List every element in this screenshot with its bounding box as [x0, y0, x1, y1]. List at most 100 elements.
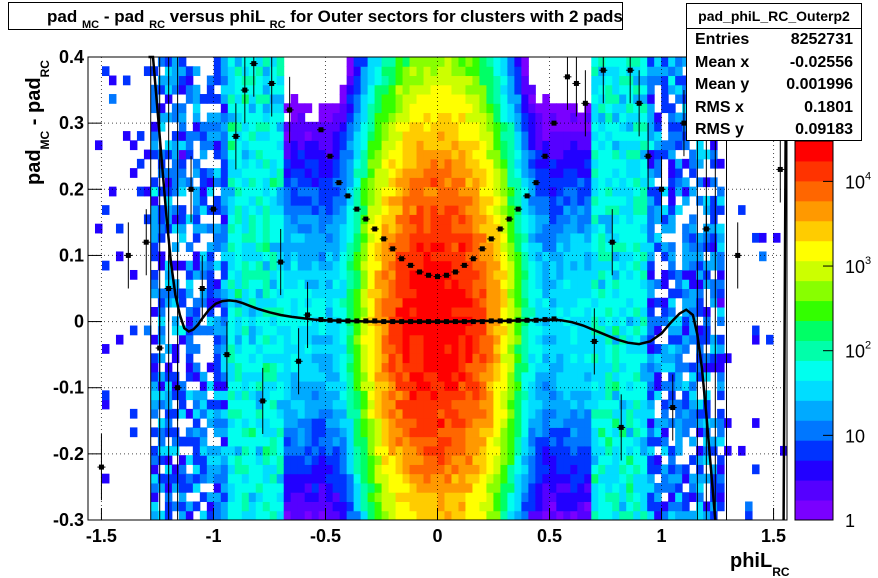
heatmap-cell: [367, 510, 376, 521]
heatmap-cell: [654, 66, 662, 77]
heatmap-cell: [409, 131, 418, 141]
heatmap-cell: [570, 297, 578, 308]
heatmap-cell: [290, 112, 299, 123]
heatmap-cell: [682, 510, 690, 521]
heatmap-cell: [493, 279, 501, 289]
heatmap-cell: [325, 344, 334, 354]
heatmap-cell: [248, 381, 257, 391]
heatmap-cell: [395, 334, 404, 345]
heatmap-cell: [297, 353, 306, 364]
heatmap-cell: [528, 482, 536, 493]
heatmap-cell: [570, 168, 578, 178]
heatmap-cell: [493, 66, 501, 77]
heatmap-cell: [276, 371, 285, 382]
heatmap-cell: [675, 408, 683, 419]
heatmap-cell: [360, 408, 369, 419]
stats-row-mean-y: Mean y 0.001996: [687, 74, 861, 97]
heatmap-cell: [409, 418, 418, 428]
heatmap-cell: [444, 251, 452, 262]
heatmap-cell: [388, 307, 397, 317]
heatmap-cell: [220, 455, 229, 465]
heatmap-cell: [262, 158, 271, 169]
heatmap-cell: [248, 334, 257, 345]
heatmap-cell: [486, 140, 494, 151]
heatmap-cell: [276, 334, 285, 345]
heatmap-cell: [605, 464, 613, 475]
heatmap-cell: [220, 131, 229, 141]
heatmap-cell: [577, 168, 585, 178]
heatmap-cell: [171, 316, 180, 327]
stats-value: 8252731: [790, 31, 853, 48]
heatmap-cell: [157, 232, 166, 243]
heatmap-cell: [388, 297, 397, 308]
heatmap-cell: [395, 445, 404, 456]
heatmap-cell: [255, 140, 264, 151]
heatmap-cell: [325, 195, 334, 206]
heatmap-cell: [640, 418, 648, 428]
heatmap-cell: [339, 242, 348, 252]
heatmap-cell: [437, 205, 445, 215]
heatmap-cell: [472, 473, 480, 484]
heatmap-cell: [346, 353, 355, 364]
heatmap-cell: [507, 473, 515, 484]
heatmap-cell: [150, 251, 159, 262]
heatmap-cell: [647, 297, 655, 308]
heatmap-cell: [248, 362, 257, 373]
heatmap-cell: [612, 214, 620, 225]
heatmap-cell: [486, 242, 494, 252]
heatmap-cell: [584, 297, 592, 308]
heatmap-cell: [549, 214, 557, 225]
heatmap-cell: [409, 381, 418, 391]
heatmap-cell: [654, 381, 662, 391]
heatmap-cell: [598, 297, 606, 308]
heatmap-cell: [465, 427, 473, 438]
heatmap-cell: [192, 186, 201, 197]
heatmap-cell: [472, 436, 480, 447]
heatmap-cell: [388, 84, 397, 95]
heatmap-cell: [535, 390, 543, 401]
heatmap-cell: [668, 57, 676, 67]
heatmap-cell: [486, 353, 494, 364]
heatmap-cell: [668, 492, 676, 502]
heatmap-cell: [465, 381, 473, 391]
heatmap-cell: [598, 325, 606, 336]
heatmap-cell: [255, 112, 264, 123]
heatmap-cell: [451, 482, 459, 493]
heatmap-cell: [430, 57, 438, 67]
heatmap-cell: [269, 408, 278, 419]
heatmap-cell: [185, 371, 194, 382]
heatmap-cell: [423, 325, 432, 336]
heatmap-cell: [304, 408, 313, 419]
heatmap-cell: [500, 381, 508, 391]
heatmap-cell: [584, 288, 592, 299]
heatmap-cell: [556, 205, 564, 215]
heatmap-cell: [528, 492, 536, 502]
heatmap-cell: [367, 75, 376, 86]
heatmap-cell: [199, 195, 208, 206]
heatmap-cell: [276, 103, 285, 114]
heatmap-cell: [633, 501, 641, 512]
heatmap-cell: [353, 436, 362, 447]
heatmap-cell: [297, 140, 306, 151]
heatmap-cell: [192, 297, 201, 308]
heatmap-cell: [206, 399, 215, 410]
heatmap-cell: [710, 436, 718, 447]
heatmap-cell: [192, 427, 201, 438]
heatmap-cell: [395, 390, 404, 401]
heatmap-cell: [451, 455, 459, 465]
heatmap-cell: [227, 353, 236, 364]
heatmap-cell: [234, 149, 243, 160]
heatmap-cell: [325, 399, 334, 410]
heatmap-cell: [633, 408, 641, 419]
heatmap-cell: [717, 232, 725, 243]
heatmap-cell: [367, 427, 376, 438]
heatmap-cell: [514, 121, 522, 132]
heatmap-cell: [367, 464, 376, 475]
y-axis-title: padMC - padRC: [23, 60, 52, 185]
heatmap-cell: [493, 232, 501, 243]
heatmap-cell: [178, 112, 187, 123]
heatmap-cell: [479, 445, 487, 456]
heatmap-cell: [556, 307, 564, 317]
heatmap-cell: [493, 408, 501, 419]
heatmap-cell: [542, 445, 550, 456]
